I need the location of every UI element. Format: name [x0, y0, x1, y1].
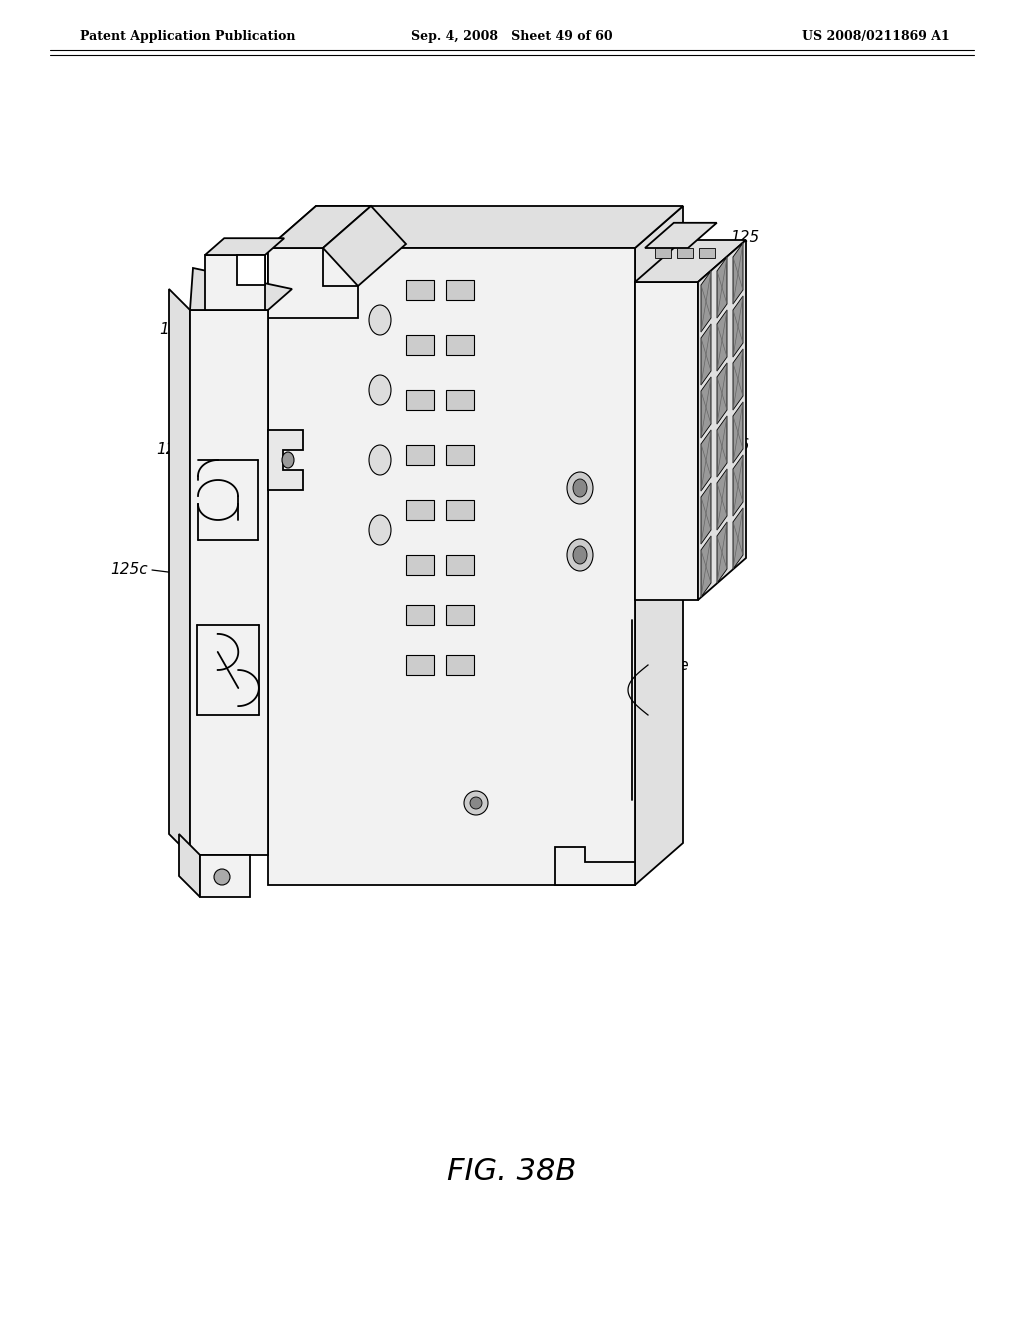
Ellipse shape	[369, 305, 391, 335]
Text: US 2008/0211869 A1: US 2008/0211869 A1	[802, 30, 950, 44]
Ellipse shape	[369, 445, 391, 475]
Polygon shape	[733, 455, 743, 516]
Polygon shape	[323, 206, 406, 286]
Ellipse shape	[369, 515, 391, 545]
Polygon shape	[446, 280, 474, 300]
Ellipse shape	[282, 451, 294, 469]
Polygon shape	[406, 445, 434, 465]
Polygon shape	[406, 500, 434, 520]
Polygon shape	[190, 268, 292, 310]
Polygon shape	[446, 389, 474, 411]
Polygon shape	[446, 445, 474, 465]
Polygon shape	[698, 240, 746, 601]
Polygon shape	[205, 238, 285, 255]
Polygon shape	[268, 206, 683, 248]
Polygon shape	[699, 248, 715, 257]
Polygon shape	[701, 271, 711, 333]
Polygon shape	[635, 240, 746, 282]
Polygon shape	[237, 255, 265, 285]
Polygon shape	[701, 323, 711, 385]
Polygon shape	[733, 243, 743, 304]
Polygon shape	[406, 605, 434, 624]
Polygon shape	[555, 847, 635, 884]
Polygon shape	[446, 605, 474, 624]
Text: FIG. 38B: FIG. 38B	[447, 1158, 577, 1187]
Ellipse shape	[369, 375, 391, 405]
Text: 125c: 125c	[111, 562, 148, 578]
Polygon shape	[406, 554, 434, 576]
Polygon shape	[169, 289, 190, 855]
Ellipse shape	[567, 473, 593, 504]
Polygon shape	[205, 255, 265, 310]
Text: 125a: 125a	[471, 818, 509, 833]
Polygon shape	[268, 206, 371, 248]
Polygon shape	[635, 282, 698, 601]
Polygon shape	[717, 257, 727, 318]
Text: Sep. 4, 2008   Sheet 49 of 60: Sep. 4, 2008 Sheet 49 of 60	[412, 30, 612, 44]
Ellipse shape	[214, 869, 230, 884]
Polygon shape	[268, 248, 635, 884]
Polygon shape	[701, 536, 711, 597]
Polygon shape	[406, 335, 434, 355]
Text: 116: 116	[720, 437, 750, 453]
Text: 125: 125	[730, 231, 759, 246]
Polygon shape	[406, 280, 434, 300]
Ellipse shape	[464, 791, 488, 814]
Polygon shape	[733, 296, 743, 356]
Text: 125a: 125a	[640, 537, 679, 553]
Polygon shape	[179, 834, 200, 898]
Ellipse shape	[470, 797, 482, 809]
Polygon shape	[717, 521, 727, 583]
Polygon shape	[701, 430, 711, 491]
Polygon shape	[701, 483, 711, 544]
Ellipse shape	[573, 479, 587, 498]
Text: 125b: 125b	[159, 322, 198, 338]
Polygon shape	[645, 223, 717, 248]
Polygon shape	[733, 348, 743, 411]
Polygon shape	[406, 389, 434, 411]
Text: 125e: 125e	[650, 657, 688, 672]
Polygon shape	[446, 500, 474, 520]
Polygon shape	[733, 508, 743, 569]
Polygon shape	[655, 248, 671, 257]
Polygon shape	[733, 403, 743, 463]
Polygon shape	[446, 554, 474, 576]
Ellipse shape	[567, 539, 593, 572]
Polygon shape	[200, 855, 250, 898]
Polygon shape	[717, 363, 727, 424]
Text: 125d: 125d	[156, 442, 195, 458]
Polygon shape	[717, 416, 727, 477]
Polygon shape	[717, 310, 727, 371]
Polygon shape	[677, 248, 693, 257]
Polygon shape	[268, 248, 358, 318]
Ellipse shape	[573, 546, 587, 564]
Polygon shape	[446, 655, 474, 675]
Polygon shape	[717, 469, 727, 531]
Polygon shape	[701, 378, 711, 438]
Polygon shape	[446, 335, 474, 355]
Polygon shape	[635, 206, 683, 884]
Text: Patent Application Publication: Patent Application Publication	[80, 30, 296, 44]
Polygon shape	[268, 430, 303, 490]
Polygon shape	[190, 310, 268, 855]
Polygon shape	[406, 655, 434, 675]
